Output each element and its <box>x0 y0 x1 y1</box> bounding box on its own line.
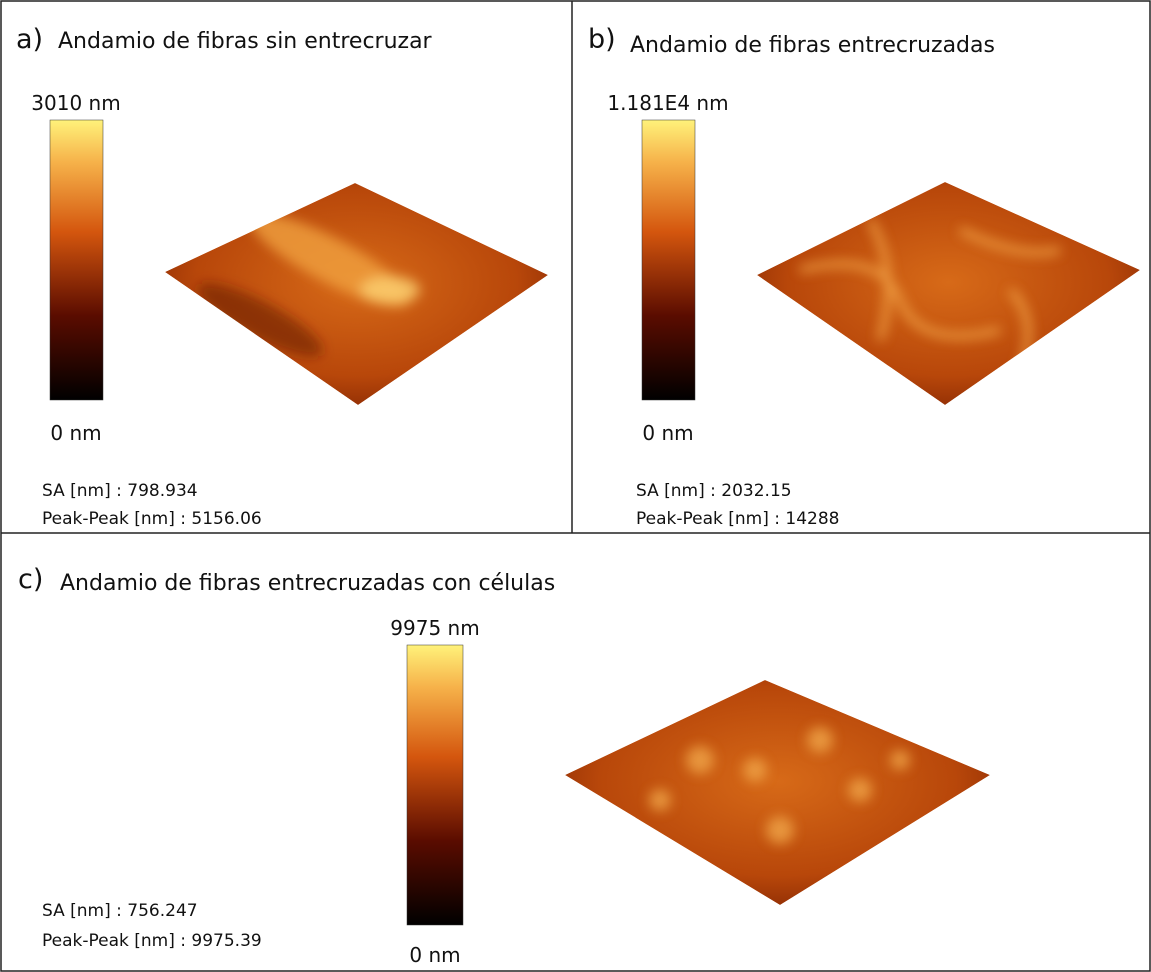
surface <box>757 182 1140 405</box>
colorbar-min: 0 nm <box>409 943 460 967</box>
colorbar-max: 9975 nm <box>390 616 479 640</box>
surface <box>565 680 990 905</box>
colorbar <box>642 120 695 400</box>
panel-label: c) <box>18 564 43 595</box>
panel-title: Andamio de fibras entrecruzadas con célu… <box>60 571 555 596</box>
colorbar-max: 3010 nm <box>31 91 120 115</box>
figure: a) Andamio de fibras sin entrecruzar 301… <box>0 0 1151 972</box>
colorbar-min: 0 nm <box>50 421 101 445</box>
colorbar-min: 0 nm <box>642 421 693 445</box>
colorbar <box>50 120 103 400</box>
stat: SA [nm] : 756.247 <box>42 901 198 921</box>
panel-a: a) Andamio de fibras sin entrecruzar 301… <box>16 24 548 529</box>
panel-c: c) Andamio de fibras entrecruzadas con c… <box>18 564 990 967</box>
surface <box>165 183 548 405</box>
stat: Peak-Peak [nm] : 9975.39 <box>42 931 262 951</box>
colorbar-max: 1.181E4 nm <box>607 91 728 115</box>
panel-title: Andamio de fibras sin entrecruzar <box>58 29 433 54</box>
panel-label: b) <box>588 24 616 55</box>
stat: SA [nm] : 2032.15 <box>636 481 792 501</box>
stat: SA [nm] : 798.934 <box>42 481 198 501</box>
panel-title: Andamio de fibras entrecruzadas <box>630 33 995 58</box>
stat: Peak-Peak [nm] : 5156.06 <box>42 509 262 529</box>
panel-b: b) Andamio de fibras entrecruzadas 1.181… <box>588 24 1140 529</box>
stat: Peak-Peak [nm] : 14288 <box>636 509 840 529</box>
colorbar <box>407 645 463 925</box>
panel-label: a) <box>16 24 43 55</box>
